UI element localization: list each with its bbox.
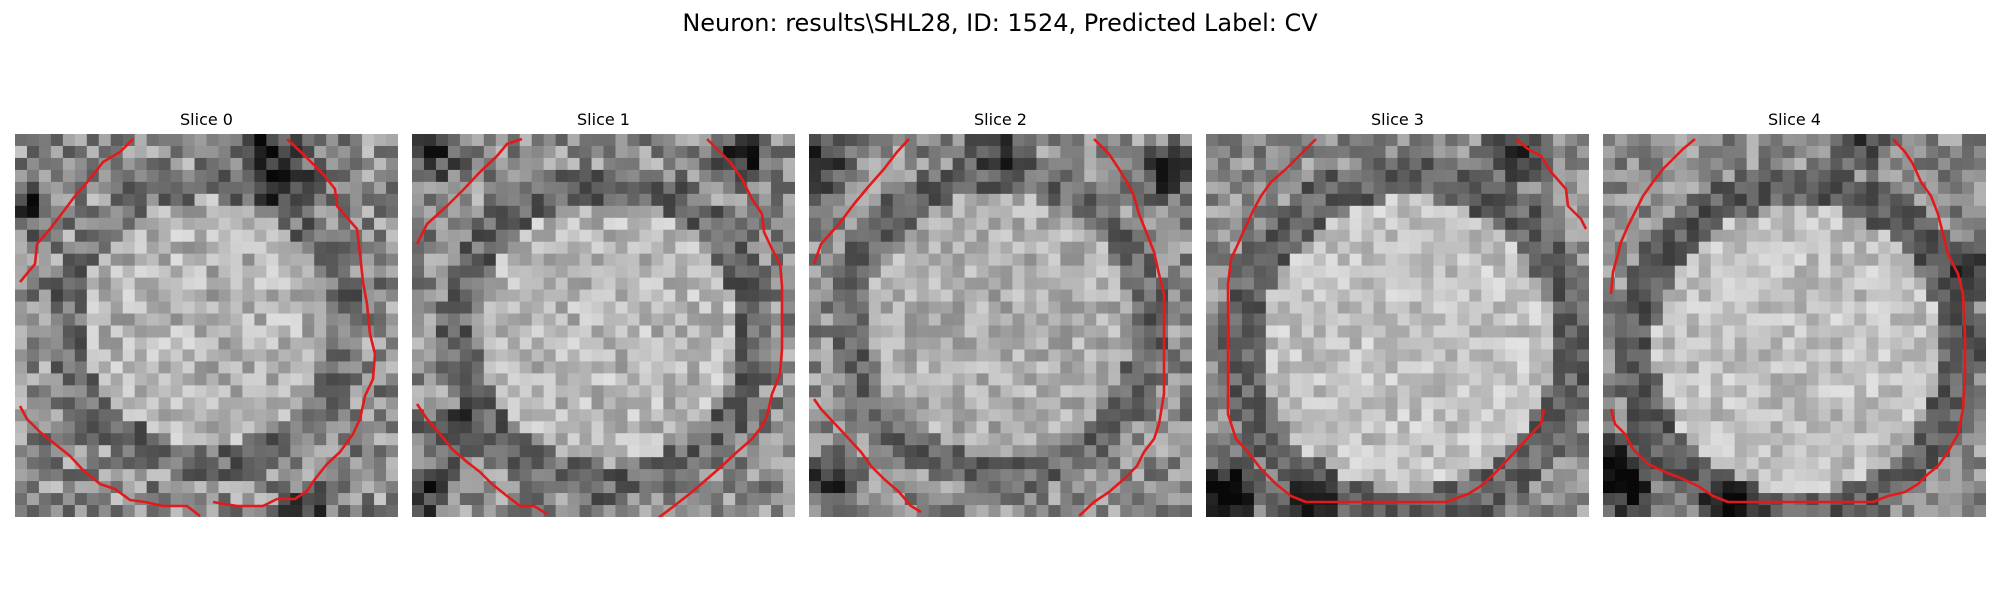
- figure-title: Neuron: results\SHL28, ID: 1524, Predict…: [682, 9, 1318, 37]
- slice-4-svg: [1603, 134, 1986, 517]
- slice-0-svg: [15, 134, 398, 517]
- contour-line-2: [812, 398, 922, 514]
- contour-line-0: [1609, 138, 1696, 295]
- pixel-grid: [412, 134, 795, 517]
- pixel-grid: [1206, 134, 1589, 517]
- contour-line-1: [1515, 138, 1588, 230]
- slice-3-svg: [1206, 134, 1589, 517]
- slice-4-image: [1603, 134, 1986, 517]
- pixel-grid: [1603, 134, 1986, 517]
- contour-line-2: [415, 403, 548, 516]
- contour-line-0: [415, 137, 523, 245]
- contour-line-0: [812, 138, 910, 265]
- slice-0-title: Slice 0: [180, 110, 233, 129]
- contour-line-2: [18, 405, 201, 517]
- slice-2-svg: [809, 134, 1192, 517]
- contour-line-0: [1226, 138, 1546, 504]
- slice-3-title: Slice 3: [1371, 110, 1424, 129]
- slice-3-image: [1206, 134, 1589, 517]
- slice-0-image: [15, 134, 398, 517]
- slice-4-title: Slice 4: [1768, 110, 1821, 129]
- slice-1-svg: [412, 134, 795, 517]
- pixel-grid: [15, 134, 398, 517]
- slice-1-title: Slice 1: [577, 110, 630, 129]
- slice-2-title: Slice 2: [974, 110, 1027, 129]
- contour-line-1: [1078, 138, 1166, 517]
- contour-line-1: [1609, 138, 1967, 504]
- slice-1-image: [412, 134, 795, 517]
- contour-line-1: [657, 138, 784, 517]
- contour-line-0: [19, 138, 134, 283]
- contour-line-1: [212, 138, 377, 508]
- slice-2-image: [809, 134, 1192, 517]
